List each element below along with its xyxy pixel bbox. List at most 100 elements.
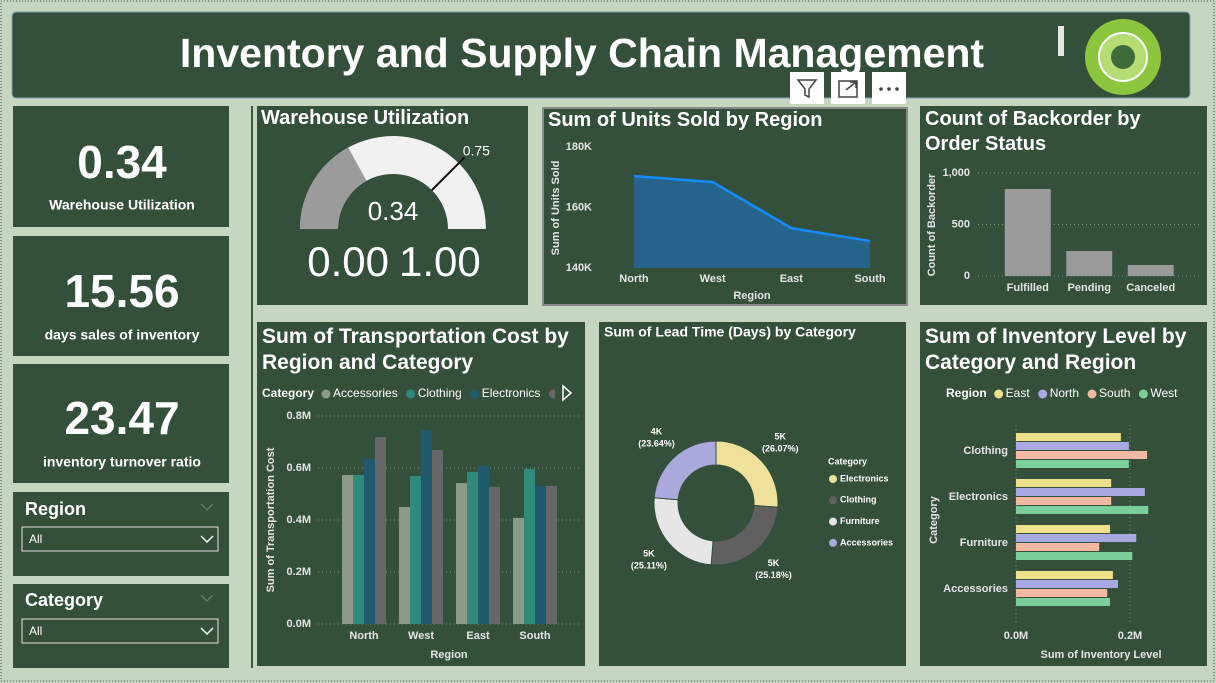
bar — [1016, 460, 1129, 468]
bar — [364, 458, 375, 624]
chart-title-box: Count of Backorder by Order Status — [925, 108, 1141, 155]
y-axis-label: Category — [928, 495, 940, 544]
x-tick-label: 0.0M — [1004, 630, 1028, 642]
legend-marker — [321, 389, 331, 399]
legend-label: Electronics — [840, 473, 889, 483]
bar — [1016, 571, 1113, 579]
slicer-value: All — [29, 624, 42, 638]
gauge-max-label: 1.00 — [399, 238, 481, 285]
banner-mark — [1058, 26, 1064, 56]
data-label: 5K — [643, 548, 655, 558]
bar — [410, 476, 421, 624]
legend-scroll[interactable] — [562, 384, 573, 402]
slicer-title: Category — [25, 590, 103, 610]
bar — [375, 437, 386, 624]
x-tick-label: Canceled — [1126, 282, 1175, 294]
y-tick-label: 0 — [964, 270, 970, 282]
chart-title: Sum of Units Sold by Region — [548, 109, 823, 131]
slicer-collapse[interactable] — [200, 503, 214, 512]
legend-marker — [1138, 389, 1148, 399]
bar — [399, 507, 410, 624]
legend-title: Category — [262, 386, 314, 400]
legend-label: South — [1099, 386, 1130, 400]
slicer-panel — [13, 492, 229, 576]
x-axis-label: Sum of Inventory Level — [1040, 649, 1161, 661]
y-tick-label: Electronics — [949, 491, 1008, 503]
legend-marker — [406, 389, 416, 399]
more-options-button[interactable] — [872, 72, 906, 104]
x-tick-label: East — [466, 630, 490, 642]
gauge-min-label: 0.00 — [307, 238, 389, 285]
legend-title: Category — [828, 456, 867, 466]
bar — [467, 471, 478, 624]
chart-title-box: Warehouse Utilization — [261, 107, 469, 129]
y-tick-label: Furniture — [960, 537, 1008, 549]
y-tick-label: 180K — [566, 141, 592, 153]
card-panel — [13, 364, 229, 483]
card-panel — [13, 236, 229, 356]
x-tick-label: Pending — [1068, 282, 1111, 294]
legend-marker — [1038, 389, 1048, 399]
data-label: (25.18%) — [755, 570, 792, 580]
y-tick-label: 0.6M — [287, 462, 311, 474]
slicer-panel — [13, 584, 229, 668]
slicer-dropdown[interactable] — [21, 526, 219, 552]
legend-marker — [994, 389, 1004, 399]
bar — [1016, 552, 1133, 560]
x-tick-label: North — [349, 630, 379, 642]
area-fill — [633, 176, 871, 268]
bar — [1016, 488, 1145, 496]
legend-label: Electronics — [482, 386, 541, 400]
slicer-dropdown[interactable] — [21, 618, 219, 644]
bar — [478, 465, 489, 624]
bar — [1127, 264, 1174, 276]
x-tick-label: West — [700, 273, 726, 285]
legend-label: East — [1006, 386, 1031, 400]
bar — [535, 485, 546, 624]
bar — [1066, 250, 1113, 276]
y-tick-label: 0.4M — [287, 514, 311, 526]
bar — [1016, 543, 1100, 551]
gauge-target — [431, 156, 466, 191]
bar — [524, 469, 535, 624]
chart-title: Sum of Transportation Cost by Region and… — [262, 325, 569, 374]
y-tick-label: 0.8M — [287, 410, 311, 422]
bar — [1016, 525, 1111, 533]
y-tick-label: 160K — [566, 201, 592, 213]
legend-label: West — [1150, 386, 1178, 400]
bar — [1016, 589, 1108, 597]
chart-title: Sum of Lead Time (Days) by Category — [604, 324, 856, 340]
legend-marker — [829, 538, 837, 547]
focus-mode-button[interactable] — [831, 72, 865, 104]
legend-marker — [829, 517, 837, 526]
chart-title-box: Sum of Units Sold by Region — [548, 109, 823, 131]
x-tick-label: South — [519, 630, 550, 642]
bar — [513, 517, 524, 624]
bar — [1016, 451, 1148, 459]
bar — [1016, 506, 1149, 514]
slicer-collapse[interactable] — [200, 594, 214, 603]
x-axis-label: Region — [430, 649, 468, 661]
bar — [432, 450, 443, 624]
data-label: 5K — [768, 558, 780, 568]
y-tick-label: 500 — [952, 218, 970, 230]
gauge-value — [300, 147, 367, 229]
legend: CategoryAccessoriesClothingElectronicsFu… — [262, 386, 555, 400]
x-axis-label: Region — [733, 290, 771, 302]
x-tick-label: West — [408, 630, 434, 642]
y-tick-label: 0.0M — [287, 618, 311, 630]
filter-button[interactable] — [790, 72, 824, 104]
y-axis-label: Sum of Units Sold — [550, 161, 562, 256]
legend-label: Clothing — [840, 495, 877, 505]
y-tick-label: Accessories — [943, 583, 1008, 595]
legend-marker — [829, 475, 837, 483]
dashboard-title: Inventory and Supply Chain Management — [180, 30, 985, 76]
data-label: (23.64%) — [638, 439, 675, 449]
y-tick-label: 140K — [566, 262, 592, 274]
card-label: days sales of inventory — [45, 327, 200, 343]
legend-label: North — [1050, 386, 1079, 400]
bar — [353, 475, 364, 624]
bar — [1016, 534, 1137, 542]
gauge-value-label: 0.34 — [368, 196, 419, 226]
legend-label: Clothing — [418, 386, 462, 400]
